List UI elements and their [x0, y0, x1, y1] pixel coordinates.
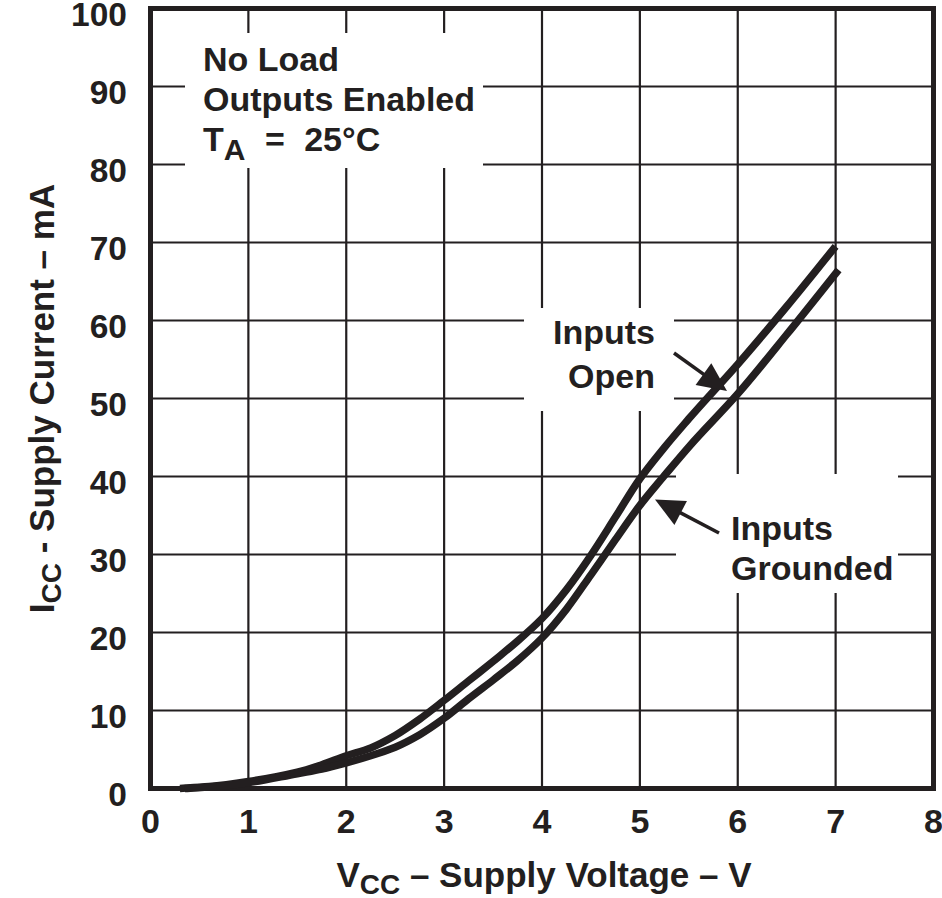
x-axis-title: VCC – Supply Voltage – V — [336, 855, 752, 898]
y-axis-title: ICC - Supply Current – mA — [22, 184, 67, 613]
x-tick-label-5: 5 — [630, 802, 649, 840]
x-tick-label-1: 1 — [239, 802, 258, 840]
chart-svg: 0 10 20 30 40 50 60 70 80 90 100 0 1 2 3 4 5 6 7 8 VCC – S… — [0, 0, 942, 898]
y-tick-label-90: 90 — [90, 74, 127, 111]
x-tick-labels: 0 1 2 3 4 5 6 7 8 — [141, 802, 942, 840]
y-tick-label-20: 20 — [90, 620, 127, 657]
x-tick-label-4: 4 — [533, 802, 552, 840]
x-tick-label-0: 0 — [141, 802, 160, 840]
y-tick-label-0: 0 — [108, 776, 127, 813]
inputs-grounded-label-line2: Grounded — [731, 549, 893, 587]
y-tick-label-60: 60 — [90, 308, 127, 345]
y-tick-label-10: 10 — [90, 698, 127, 735]
x-tick-label-2: 2 — [337, 802, 356, 840]
x-tick-label-3: 3 — [435, 802, 454, 840]
inputs-open-label-line2: Open — [568, 357, 655, 395]
y-tick-label-70: 70 — [90, 230, 127, 267]
inputs-open-arrow-line — [674, 353, 708, 378]
y-tick-labels: 0 10 20 30 40 50 60 70 80 90 100 — [71, 0, 127, 813]
y-tick-label-100: 100 — [71, 0, 127, 33]
y-tick-label-40: 40 — [90, 464, 127, 501]
supply-current-chart: 0 10 20 30 40 50 60 70 80 90 100 0 1 2 3 4 5 6 7 8 VCC – S… — [0, 0, 942, 898]
inputs-open-label-line1: Inputs — [553, 313, 655, 351]
note-line-2: Outputs Enabled — [203, 80, 475, 118]
note-line-1: No Load — [203, 40, 339, 78]
y-tick-label-80: 80 — [90, 152, 127, 189]
x-tick-label-8: 8 — [924, 802, 942, 840]
y-tick-label-50: 50 — [90, 386, 127, 423]
x-tick-label-6: 6 — [728, 802, 747, 840]
x-tick-label-7: 7 — [826, 802, 845, 840]
inputs-grounded-label-line1: Inputs — [731, 509, 833, 547]
y-tick-label-30: 30 — [90, 542, 127, 579]
